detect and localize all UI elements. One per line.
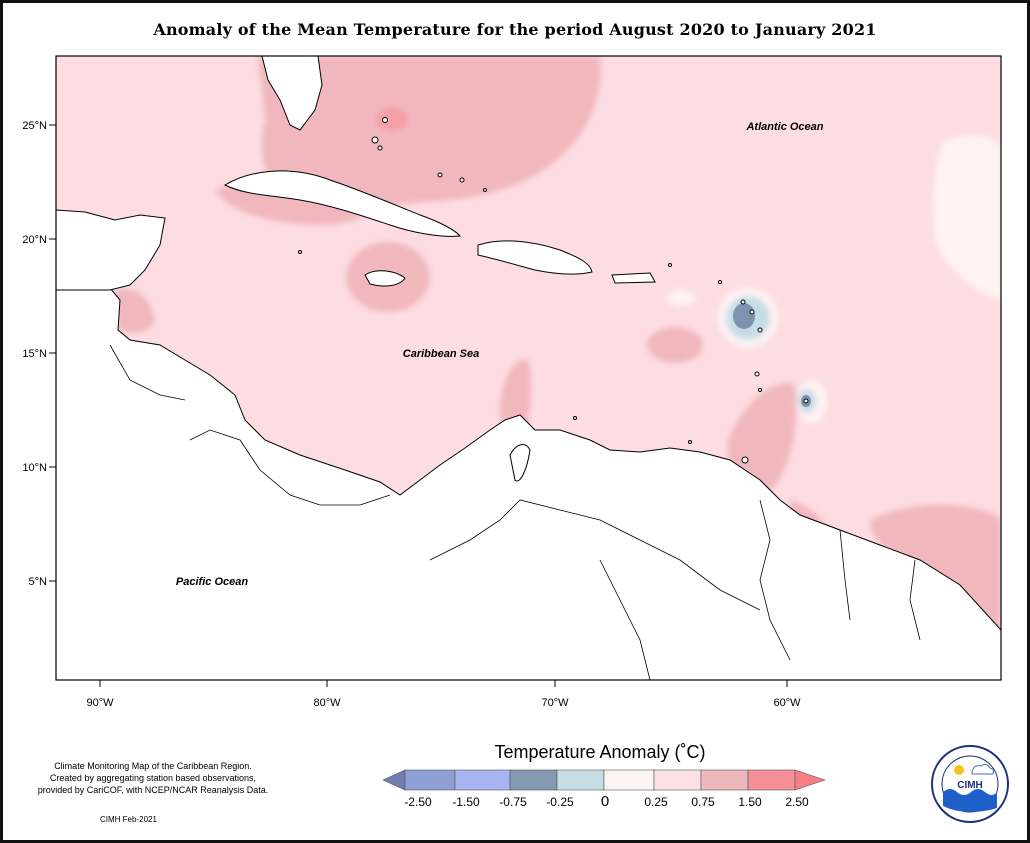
anomaly-cold-guadeloupe (733, 303, 755, 329)
lat-tick-label: 20°N (22, 234, 47, 246)
legend-tick-label: -1.50 (452, 795, 480, 809)
anomaly-neutral-atlantic (933, 135, 1001, 300)
anomaly-field (56, 56, 1001, 680)
map-border (55, 55, 1002, 681)
legend-colorbar (382, 769, 826, 791)
land-puerto-rico (611, 272, 656, 284)
legend-swatch (556, 769, 605, 791)
small-islands (298, 117, 809, 464)
lat-tick-label: 25°N (22, 120, 47, 132)
anomaly-warm-belize (115, 289, 155, 333)
legend-title: Temperature Anomaly (˚C) (494, 742, 706, 762)
land-cuba (223, 170, 461, 237)
lat-tick-label: 15°N (22, 348, 47, 360)
anomaly-hot-bahamas (376, 107, 408, 131)
note-line: Created by aggregating station based obs… (49, 773, 257, 783)
legend-tick-label: -2.50 (404, 795, 432, 809)
map-title: Anomaly of the Mean Temperature for the … (153, 20, 877, 39)
logo-waves (943, 789, 997, 812)
land-jamaica (364, 270, 406, 287)
lon-tick-label: 60°W (773, 697, 801, 709)
caribbean-sea-label: Caribbean Sea (403, 348, 479, 360)
legend-tick-label: 1.50 (738, 795, 762, 809)
legend-swatch (747, 769, 796, 791)
legend-swatch (509, 769, 558, 791)
legend-swatch (404, 769, 456, 791)
legend-swatch (454, 769, 511, 791)
anomaly-warm-east-caribbean (647, 327, 703, 363)
lat-tick-label: 10°N (22, 462, 47, 474)
legend-tick-label: -0.25 (546, 795, 574, 809)
legend-tick-label: -0.75 (499, 795, 527, 809)
land-hispaniola (477, 240, 593, 275)
anomaly-neutral-spot (667, 290, 695, 306)
lon-tick-label: 90°W (86, 697, 114, 709)
country-borders (109, 344, 921, 680)
land-south-central-america (56, 287, 1001, 680)
logo-text: CIMH (957, 780, 983, 791)
note-line: provided by CariCOF, with NCEP/NCAR Rean… (37, 785, 269, 795)
land-yucatan (56, 209, 166, 291)
anomaly-warm-bahamas (258, 56, 601, 215)
note-line: Climate Monitoring Map of the Caribbean … (54, 761, 252, 771)
credit-text: CIMH Feb-2021 (100, 815, 157, 824)
map-description: Climate Monitoring Map of the Caribbean … (28, 760, 278, 796)
legend-swatch (653, 769, 702, 791)
legend-tick-label: 0 (601, 793, 609, 810)
legend-swatch (700, 769, 749, 791)
cimh-logo: CIMH (931, 745, 1009, 823)
legend-swatch (382, 769, 406, 791)
logo-cloud-icon (971, 763, 995, 775)
land-masses (56, 56, 1001, 680)
lon-tick-label: 70°W (541, 697, 569, 709)
lon-axis: 90°W 80°W 70°W 60°W (86, 680, 801, 709)
logo-sun-icon (954, 765, 964, 775)
legend-tick-label: 0.75 (691, 795, 715, 809)
legend-swatch (603, 769, 655, 791)
land-lake-maracaibo-edge (509, 444, 531, 482)
land-florida (261, 56, 323, 131)
atlantic-ocean-label: Atlantic Ocean (745, 121, 823, 133)
legend-swatch (794, 769, 826, 791)
lon-tick-label: 80°W (313, 697, 341, 709)
lat-tick-label: 5°N (29, 576, 48, 588)
lat-axis: 25°N 20°N 15°N 10°N 5°N (22, 120, 56, 588)
legend-tick-label: 2.50 (785, 795, 809, 809)
legend-tick-label: 0.25 (644, 795, 668, 809)
legend-ticks: -2.50 -1.50 -0.75 -0.25 0 0.25 0.75 1.50… (404, 793, 809, 810)
pacific-ocean-label: Pacific Ocean (176, 576, 248, 588)
